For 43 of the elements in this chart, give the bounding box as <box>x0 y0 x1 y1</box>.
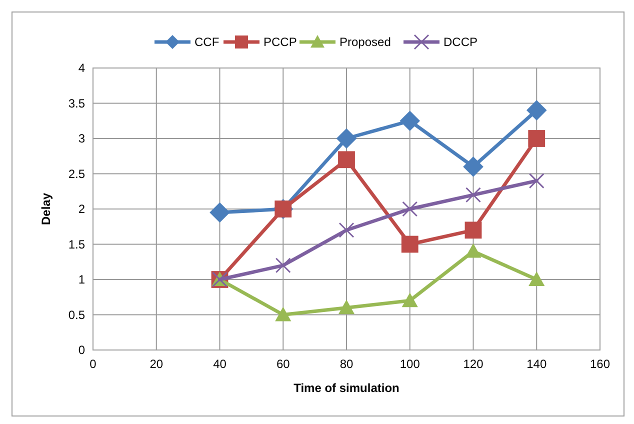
y-axis-title: Delay <box>39 192 53 226</box>
point <box>402 292 418 308</box>
point <box>275 258 291 274</box>
point <box>463 156 484 177</box>
y-tick-label: 3 <box>78 132 86 146</box>
legend-label: DCCP <box>444 35 478 49</box>
x-tick-label: 0 <box>90 357 97 371</box>
point <box>402 201 418 217</box>
point <box>528 173 544 189</box>
x-tick-label: 100 <box>400 357 420 371</box>
point <box>528 130 546 147</box>
x-tick-label: 20 <box>150 357 164 371</box>
x-tick-label: 120 <box>463 357 484 371</box>
y-tick-label: 2 <box>78 202 86 216</box>
x-tick-label: 140 <box>526 357 547 371</box>
x-axis-title: Time of simulation <box>294 381 400 395</box>
y-tick-label: 1.5 <box>68 237 86 252</box>
point <box>338 222 354 238</box>
x-tick-label: 60 <box>276 357 290 371</box>
legend-label: Proposed <box>340 35 391 49</box>
point <box>275 306 292 322</box>
legend-label: CCF <box>194 35 220 49</box>
x-tick-label: 80 <box>340 357 354 371</box>
y-tick-label: 0 <box>78 343 86 357</box>
point <box>465 243 482 258</box>
y-tick-label: 4 <box>78 61 86 75</box>
point <box>338 300 355 314</box>
point <box>336 128 357 149</box>
y-tick-label: 2.5 <box>68 166 86 181</box>
point <box>338 151 355 168</box>
point <box>464 222 482 239</box>
point <box>210 202 230 223</box>
legend-label: PCCP <box>264 35 297 49</box>
x-tick-label: 160 <box>590 357 610 371</box>
y-tick-label: 1 <box>78 272 86 286</box>
y-tick-label: 0.5 <box>68 308 86 322</box>
point <box>526 100 547 120</box>
point <box>401 236 418 253</box>
point <box>400 110 420 132</box>
x-tick-label: 40 <box>213 357 227 371</box>
y-tick-label: 3.5 <box>68 96 86 110</box>
point <box>528 271 545 286</box>
point <box>466 187 481 203</box>
